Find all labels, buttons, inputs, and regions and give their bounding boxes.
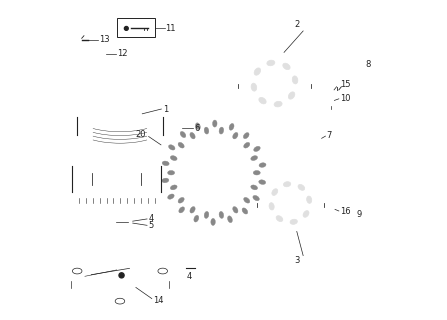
Ellipse shape: [307, 196, 312, 203]
Circle shape: [119, 273, 124, 278]
Ellipse shape: [219, 212, 224, 218]
Ellipse shape: [272, 189, 278, 196]
Ellipse shape: [168, 171, 175, 175]
Text: 4: 4: [186, 272, 192, 281]
Ellipse shape: [180, 132, 186, 138]
Ellipse shape: [251, 83, 257, 91]
Ellipse shape: [267, 60, 275, 66]
Text: 20: 20: [135, 130, 146, 139]
Ellipse shape: [253, 196, 259, 201]
Ellipse shape: [162, 161, 169, 166]
Ellipse shape: [283, 63, 290, 70]
Ellipse shape: [244, 142, 250, 148]
Text: 16: 16: [340, 207, 350, 216]
Ellipse shape: [259, 97, 266, 104]
Text: 3: 3: [294, 256, 299, 265]
Ellipse shape: [276, 216, 283, 221]
Ellipse shape: [292, 76, 298, 84]
Ellipse shape: [190, 207, 195, 213]
Ellipse shape: [190, 132, 195, 139]
Text: 11: 11: [165, 24, 176, 33]
Circle shape: [124, 27, 128, 30]
Ellipse shape: [219, 127, 224, 134]
Ellipse shape: [162, 178, 169, 183]
Ellipse shape: [204, 212, 209, 218]
Ellipse shape: [244, 197, 250, 203]
Ellipse shape: [288, 92, 295, 99]
Ellipse shape: [290, 219, 297, 224]
Ellipse shape: [194, 215, 199, 222]
Ellipse shape: [211, 219, 215, 225]
Ellipse shape: [233, 207, 238, 213]
Text: 2: 2: [294, 20, 299, 29]
Text: 7: 7: [327, 131, 332, 140]
Ellipse shape: [168, 194, 174, 199]
Ellipse shape: [229, 124, 234, 130]
Ellipse shape: [228, 216, 232, 223]
Ellipse shape: [253, 171, 260, 175]
Text: 8: 8: [365, 60, 371, 69]
Text: 5: 5: [148, 221, 154, 230]
Text: 12: 12: [117, 49, 127, 59]
Ellipse shape: [251, 156, 257, 161]
Ellipse shape: [274, 101, 282, 107]
Text: 14: 14: [153, 296, 164, 305]
Text: 15: 15: [340, 80, 350, 89]
Ellipse shape: [233, 132, 238, 139]
Ellipse shape: [170, 185, 177, 190]
Ellipse shape: [243, 132, 249, 139]
Ellipse shape: [213, 120, 217, 127]
Ellipse shape: [170, 156, 177, 161]
Ellipse shape: [269, 203, 274, 210]
Ellipse shape: [193, 152, 235, 194]
Ellipse shape: [178, 142, 184, 148]
Text: 1: 1: [163, 105, 168, 114]
Ellipse shape: [298, 184, 305, 190]
Ellipse shape: [242, 208, 248, 214]
Ellipse shape: [195, 123, 200, 130]
Ellipse shape: [204, 127, 209, 134]
Ellipse shape: [303, 211, 309, 217]
Text: 9: 9: [357, 210, 362, 219]
Ellipse shape: [254, 68, 261, 75]
Ellipse shape: [251, 185, 257, 190]
Text: 10: 10: [340, 94, 350, 103]
Ellipse shape: [178, 197, 184, 203]
Text: 13: 13: [99, 35, 109, 44]
Ellipse shape: [179, 207, 185, 213]
Text: 6: 6: [195, 124, 200, 132]
Ellipse shape: [283, 182, 291, 187]
Ellipse shape: [254, 146, 260, 151]
Ellipse shape: [169, 145, 175, 150]
Text: 4: 4: [148, 214, 154, 223]
Ellipse shape: [259, 180, 266, 184]
Ellipse shape: [259, 163, 266, 167]
